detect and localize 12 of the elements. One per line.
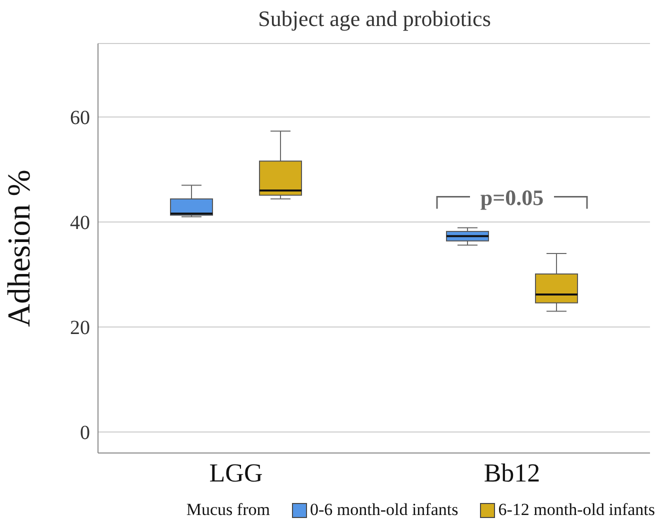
x-tick-label: LGG [209,458,263,488]
y-tick-label: 0 [80,422,90,444]
annotation: p=0.05 [480,184,544,210]
y-tick-label: 60 [70,107,90,130]
legend-label: 6-12 month-old infants [498,500,655,520]
chart-title: Subject age and probiotics [257,6,492,32]
y-tick-label: 20 [70,317,90,340]
x-tick-label: Bb12 [484,458,540,488]
y-axis-title: Adhesion % [0,170,36,327]
legend-title: Mucus from [186,500,270,520]
y-tick-label: 40 [70,212,90,234]
legend-label: 0-6 month-old infants [310,500,458,520]
